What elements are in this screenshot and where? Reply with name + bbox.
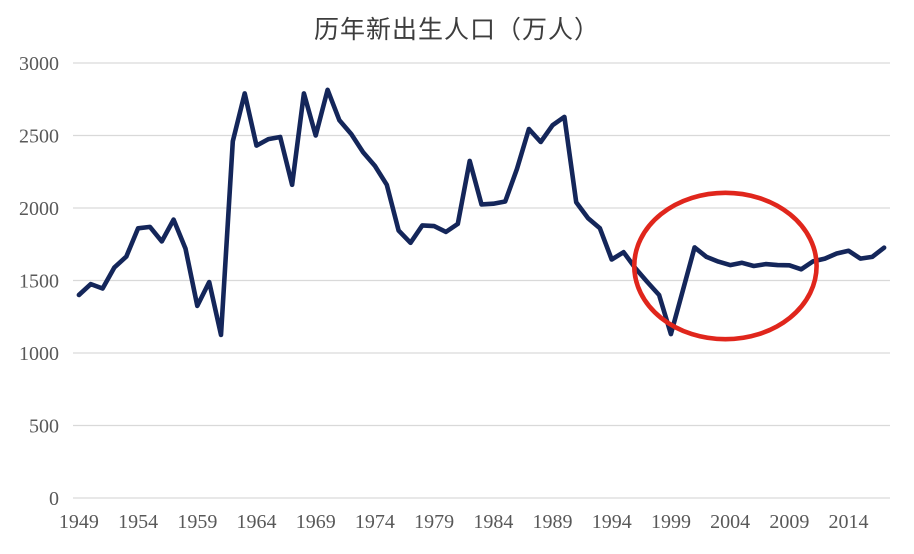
x-tick-label-1984: 1984 (473, 511, 513, 533)
highlight-ellipse-annotation (631, 190, 819, 342)
y-tick-label-0: 0 (49, 488, 59, 510)
y-tick-label-500: 500 (29, 416, 59, 438)
x-tick-label-1949: 1949 (59, 511, 99, 533)
chart-title: 历年新出生人口（万人） (313, 17, 600, 44)
x-tick-label-1964: 1964 (237, 511, 277, 533)
y-tick-label-2000: 2000 (19, 198, 59, 220)
y-tick-label-2500: 2500 (19, 126, 59, 148)
x-tick-label-2004: 2004 (710, 511, 750, 533)
x-tick-label-2014: 2014 (829, 511, 869, 533)
x-tick-label-1954: 1954 (118, 511, 158, 533)
y-tick-label-3000: 3000 (19, 53, 59, 75)
y-tick-label-1000: 1000 (19, 343, 59, 365)
x-tick-label-2009: 2009 (769, 511, 809, 533)
x-tick-label-1979: 1979 (414, 511, 454, 533)
x-tick-label-1999: 1999 (651, 511, 691, 533)
x-tick-label-1989: 1989 (533, 511, 573, 533)
births-series-line (76, 87, 887, 338)
x-tick-label-1969: 1969 (296, 511, 336, 533)
x-tick-label-1974: 1974 (355, 511, 395, 533)
x-tick-label-1994: 1994 (592, 511, 632, 533)
x-tick-label-1959: 1959 (177, 511, 217, 533)
y-tick-label-1500: 1500 (19, 271, 59, 293)
